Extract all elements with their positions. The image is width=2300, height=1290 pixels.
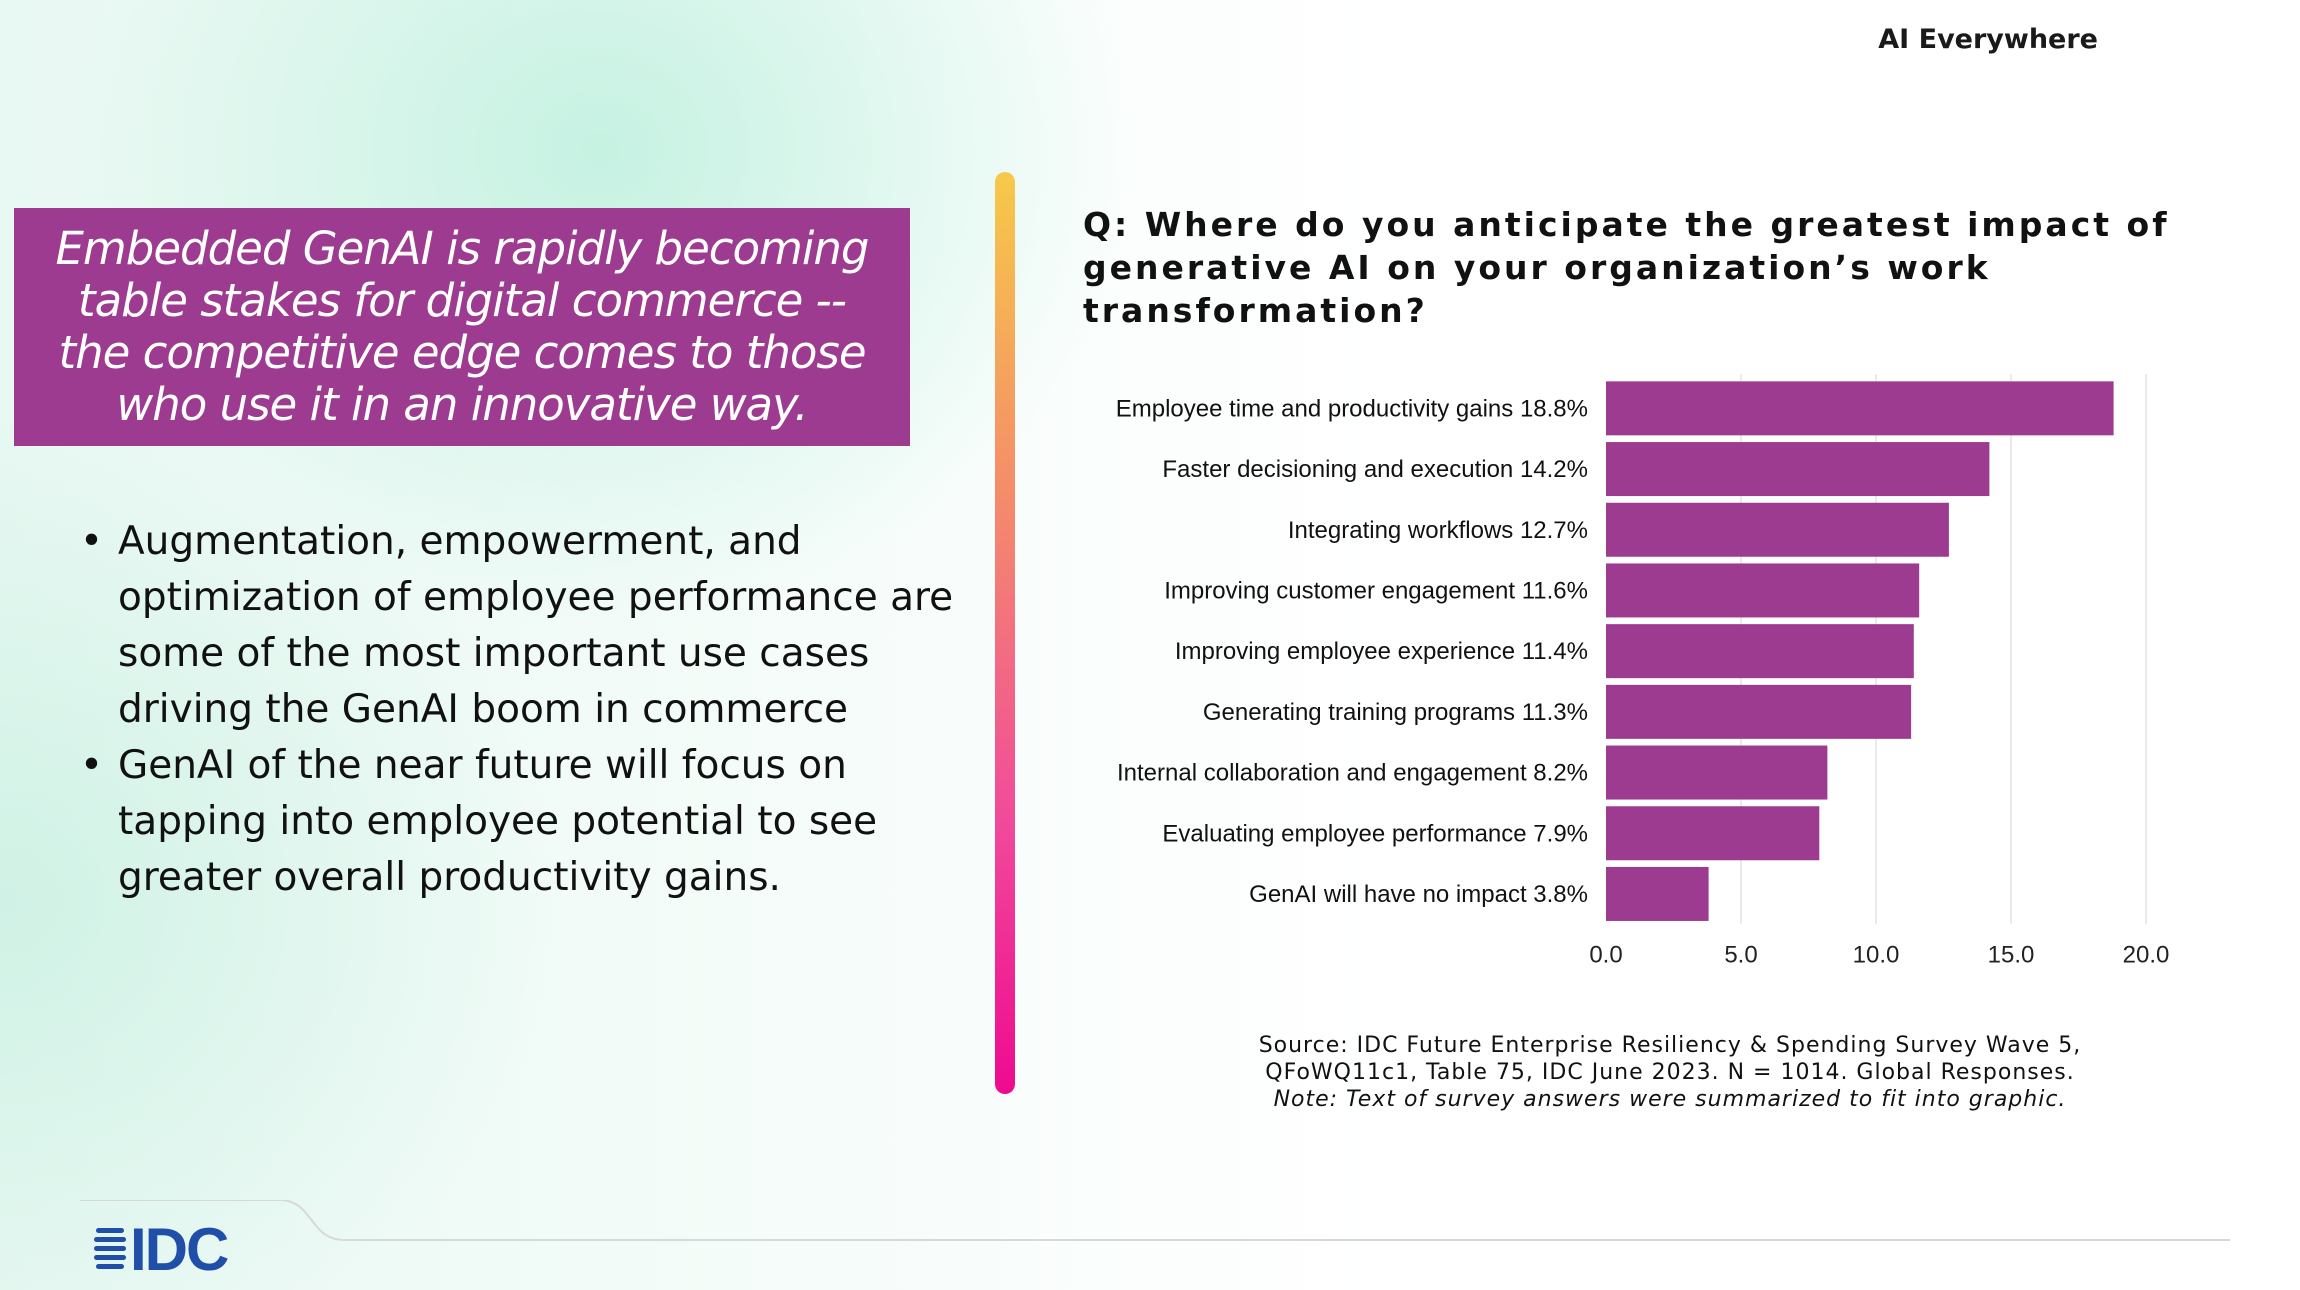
category-label: Improving employee experience 11.4% [1175, 638, 1588, 665]
x-tick-label: 10.0 [1853, 941, 1900, 968]
bullet-dot: • [80, 743, 104, 788]
idc-logo: IDC [94, 1218, 230, 1278]
bar [1606, 502, 1949, 557]
idc-logo-text: IDC [130, 1218, 228, 1278]
category-label: GenAI will have no impact 3.8% [1249, 881, 1588, 908]
category-label: Faster decisioning and execution 14.2% [1162, 456, 1588, 483]
bar [1606, 866, 1709, 921]
bar-chart-svg: 0.0 5.0 10.0 15.0 20.0 Employee time and prod… [1116, 374, 2170, 968]
category-label: Internal collaboration and engagement 8.… [1117, 760, 1588, 787]
bullet-dot: • [80, 519, 104, 564]
callout-box: Embedded GenAI is rapidly becoming table… [14, 208, 910, 446]
x-tick-label: 15.0 [1988, 941, 2035, 968]
bullet-item: • Augmentation, empowerment, and optimiz… [80, 514, 960, 738]
bullet-line: some of the most important use cases [118, 631, 870, 676]
footer-rule [80, 1200, 2230, 1241]
callout-line: who use it in an innovative way. [116, 378, 808, 431]
header-title: AI Everywhere [1878, 24, 2098, 55]
category-label: Employee time and productivity gains 18.… [1116, 395, 1588, 422]
bar [1606, 563, 1920, 618]
question-line: generative AI on your organization’s wor… [1083, 248, 1991, 287]
x-tick-label: 20.0 [2123, 941, 2170, 968]
x-tick-label: 0.0 [1589, 941, 1622, 968]
category-label: Improving customer engagement 11.6% [1164, 577, 1588, 604]
bullet-list: • Augmentation, empowerment, and optimiz… [80, 514, 960, 906]
bar-chart: 0.0 5.0 10.0 15.0 20.0 Employee time and prod… [1060, 370, 2220, 970]
bar [1606, 624, 1914, 679]
gradient-divider [995, 172, 1015, 1094]
bullet-item: • GenAI of the near future will focus on… [80, 738, 960, 906]
bullet-line: driving the GenAI boom in commerce [118, 687, 849, 732]
bullet-line: tapping into employee potential to see [118, 799, 878, 844]
bullet-line: greater overall productivity gains. [118, 855, 781, 900]
callout-line: table stakes for digital commerce -- [77, 274, 847, 327]
callout-line: Embedded GenAI is rapidly becoming [55, 222, 870, 275]
source-note-italic: Note: Text of survey answers were summar… [1273, 1087, 2067, 1112]
category-label: Generating training programs 11.3% [1203, 699, 1588, 726]
source-line: QFoWQ11c1, Table 75, IDC June 2023. N = … [1265, 1060, 2075, 1085]
bar [1606, 806, 1820, 861]
category-label: Evaluating employee performance 7.9% [1162, 820, 1588, 847]
category-label: Integrating workflows 12.7% [1288, 517, 1588, 544]
source-line: Source: IDC Future Enterprise Resiliency… [1258, 1033, 2082, 1058]
source-note: Source: IDC Future Enterprise Resiliency… [1160, 1032, 2180, 1113]
bullet-line: optimization of employee performance are [118, 575, 954, 620]
bar [1606, 381, 2114, 436]
bar [1606, 684, 1912, 739]
chart-question: Q: Where do you anticipate the greatest … [1083, 203, 2203, 332]
callout-text: Embedded GenAI is rapidly becoming table… [55, 222, 870, 431]
question-line: transformation? [1083, 291, 1428, 330]
bar [1606, 745, 1828, 800]
x-tick-label: 5.0 [1724, 941, 1757, 968]
question-line: Q: Where do you anticipate the greatest … [1083, 205, 2170, 244]
bullet-line: Augmentation, empowerment, and [118, 519, 802, 564]
bar [1606, 442, 1990, 497]
bullet-line: GenAI of the near future will focus on [118, 743, 847, 788]
callout-line: the competitive edge comes to those [58, 326, 866, 379]
